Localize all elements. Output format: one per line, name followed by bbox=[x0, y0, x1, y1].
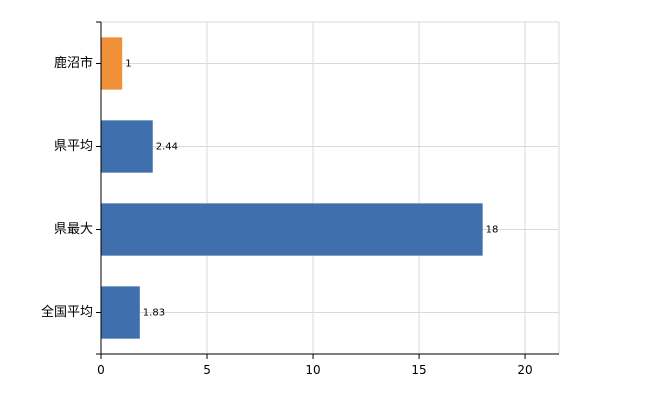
data-label: 2.44 bbox=[156, 142, 178, 153]
chart-bars bbox=[101, 37, 483, 339]
x-tick-label: 10 bbox=[305, 363, 320, 377]
y-tick-label: 県平均 bbox=[54, 139, 93, 154]
x-tick-label: 5 bbox=[203, 363, 211, 377]
bar bbox=[101, 203, 483, 256]
bar bbox=[101, 120, 153, 173]
data-label: 18 bbox=[486, 225, 499, 236]
x-tick-label: 15 bbox=[411, 363, 426, 377]
bar bbox=[101, 286, 140, 339]
chart-axes bbox=[96, 21, 559, 359]
chart-grid bbox=[101, 21, 560, 354]
y-tick-label: 鹿沼市 bbox=[54, 55, 93, 71]
y-tick-label: 県最大 bbox=[54, 222, 93, 237]
y-tick-label: 全国平均 bbox=[41, 304, 93, 320]
x-tick-label: 0 bbox=[97, 363, 105, 377]
data-label: 1.83 bbox=[143, 308, 165, 319]
bar bbox=[101, 37, 123, 90]
x-tick-label: 20 bbox=[517, 363, 532, 377]
data-label: 1 bbox=[125, 59, 131, 70]
